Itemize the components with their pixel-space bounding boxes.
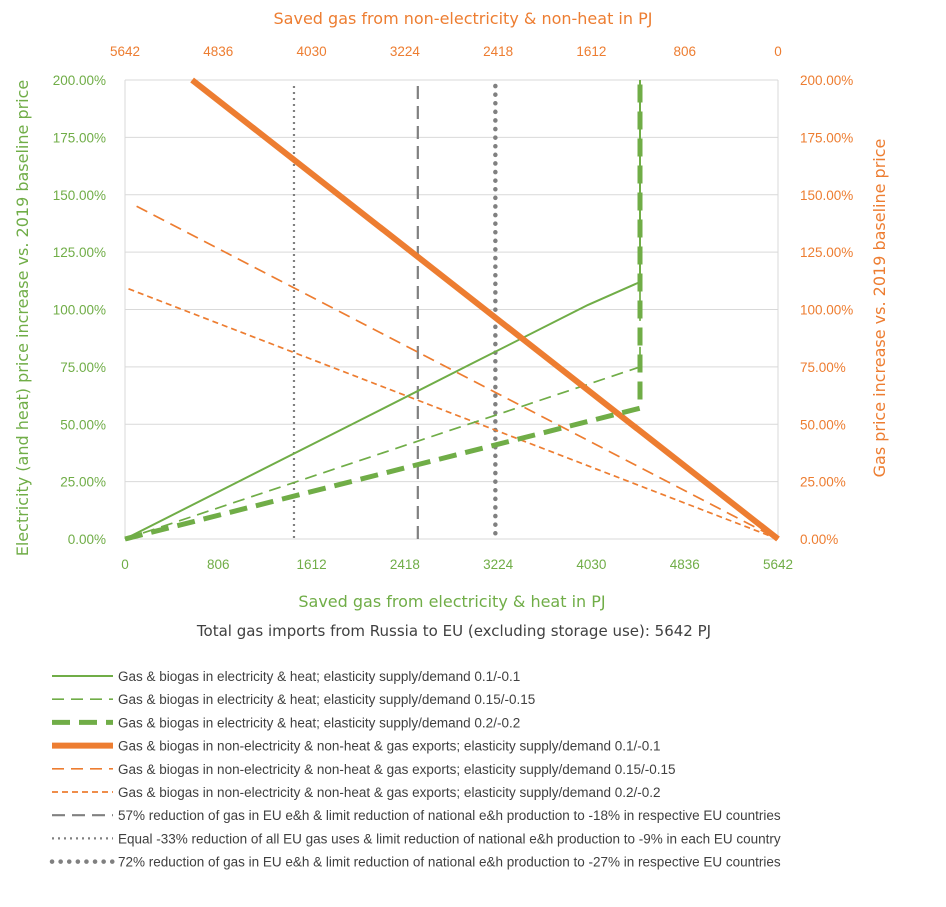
chart-subtitle: Total gas imports from Russia to EU (exc… [196, 622, 711, 640]
right-tick-label: 125.00% [800, 245, 853, 260]
right-tick-label: 0.00% [800, 532, 838, 547]
left-tick-label: 0.00% [68, 532, 106, 547]
left-axis-title: Electricity (and heat) price increase vs… [13, 80, 32, 557]
reference-lines [292, 83, 498, 542]
left-tick-label: 100.00% [53, 303, 106, 318]
left-tick-label: 175.00% [53, 130, 106, 145]
top-tick-label: 806 [673, 44, 696, 59]
left-tick-label: 75.00% [60, 360, 106, 375]
top-tick-label: 5642 [110, 44, 140, 59]
legend-label: Equal -33% reduction of all EU gas uses … [118, 831, 781, 846]
left-tick-label: 125.00% [53, 245, 106, 260]
bottom-axis-ticks: 0 806 1612 2418 3224 4030 4836 5642 [121, 557, 793, 572]
bottom-tick-label: 4030 [576, 557, 606, 572]
top-axis-title: Saved gas from non-electricity & non-hea… [274, 9, 653, 28]
legend-label: Gas & biogas in non-electricity & non-he… [118, 739, 661, 754]
right-axis-title: Gas price increase vs. 2019 baseline pri… [870, 139, 889, 478]
bottom-tick-label: 1612 [297, 557, 327, 572]
legend-item: Gas & biogas in electricity & heat; elas… [52, 669, 520, 684]
bottom-tick-label: 3224 [483, 557, 514, 572]
left-tick-label: 50.00% [60, 417, 106, 432]
left-axis-ticks: 0.00% 25.00% 50.00% 75.00% 100.00% 125.00% 150… [53, 73, 106, 547]
bottom-tick-label: 0 [121, 557, 129, 572]
top-tick-label: 4836 [203, 44, 233, 59]
legend-label: Gas & biogas in electricity & heat; elas… [118, 692, 535, 707]
legend-item: Gas & biogas in non-electricity & non-he… [52, 739, 661, 754]
top-tick-label: 3224 [390, 44, 421, 59]
right-tick-label: 200.00% [800, 73, 853, 88]
bottom-tick-label: 4836 [670, 557, 700, 572]
legend-label: Gas & biogas in non-electricity & non-he… [118, 785, 661, 800]
top-tick-label: 4030 [297, 44, 327, 59]
series-lines [124, 77, 780, 542]
legend-label: 72% reduction of gas in EU e&h & limit r… [118, 855, 781, 870]
legend-item: 72% reduction of gas in EU e&h & limit r… [49, 855, 781, 870]
top-axis-ticks: 5642 4836 4030 3224 2418 1612 806 0 [110, 44, 782, 59]
left-tick-label: 25.00% [60, 475, 106, 490]
right-tick-label: 50.00% [800, 417, 846, 432]
legend-label: Gas & biogas in electricity & heat; elas… [118, 715, 520, 730]
legend-label: Gas & biogas in non-electricity & non-he… [118, 762, 676, 777]
legend-item: 57% reduction of gas in EU e&h & limit r… [52, 808, 781, 823]
top-tick-label: 1612 [576, 44, 606, 59]
series-line-5 [136, 205, 779, 540]
series-line-3 [124, 80, 643, 542]
bottom-tick-label: 2418 [390, 557, 420, 572]
top-tick-label: 2418 [483, 44, 513, 59]
legend-item: Gas & biogas in electricity & heat; elas… [52, 692, 535, 707]
left-tick-label: 200.00% [53, 73, 106, 88]
plot-border [124, 80, 779, 539]
left-tick-label: 150.00% [53, 188, 106, 203]
right-tick-label: 75.00% [800, 360, 846, 375]
legend-item: Gas & biogas in non-electricity & non-he… [52, 785, 661, 800]
right-tick-label: 150.00% [800, 188, 853, 203]
right-tick-label: 25.00% [800, 475, 846, 490]
series-line-6 [128, 288, 779, 540]
bottom-tick-label: 806 [207, 557, 230, 572]
legend: Gas & biogas in electricity & heat; elas… [49, 669, 781, 870]
legend-label: Gas & biogas in electricity & heat; elas… [118, 669, 520, 684]
legend-label: 57% reduction of gas in EU e&h & limit r… [118, 808, 781, 823]
bottom-axis-title: Saved gas from electricity & heat in PJ [298, 592, 605, 611]
gridlines [125, 79, 778, 540]
right-axis-ticks: 0.00% 25.00% 50.00% 75.00% 100.00% 125.00% 150… [800, 73, 853, 547]
series-line-4 [190, 77, 780, 542]
bottom-tick-label: 5642 [763, 557, 793, 572]
right-tick-label: 175.00% [800, 130, 853, 145]
legend-item: Gas & biogas in non-electricity & non-he… [52, 762, 676, 777]
top-tick-label: 0 [774, 44, 782, 59]
right-tick-label: 100.00% [800, 303, 853, 318]
legend-item: Gas & biogas in electricity & heat; elas… [52, 715, 520, 730]
legend-item: Equal -33% reduction of all EU gas uses … [52, 831, 781, 846]
